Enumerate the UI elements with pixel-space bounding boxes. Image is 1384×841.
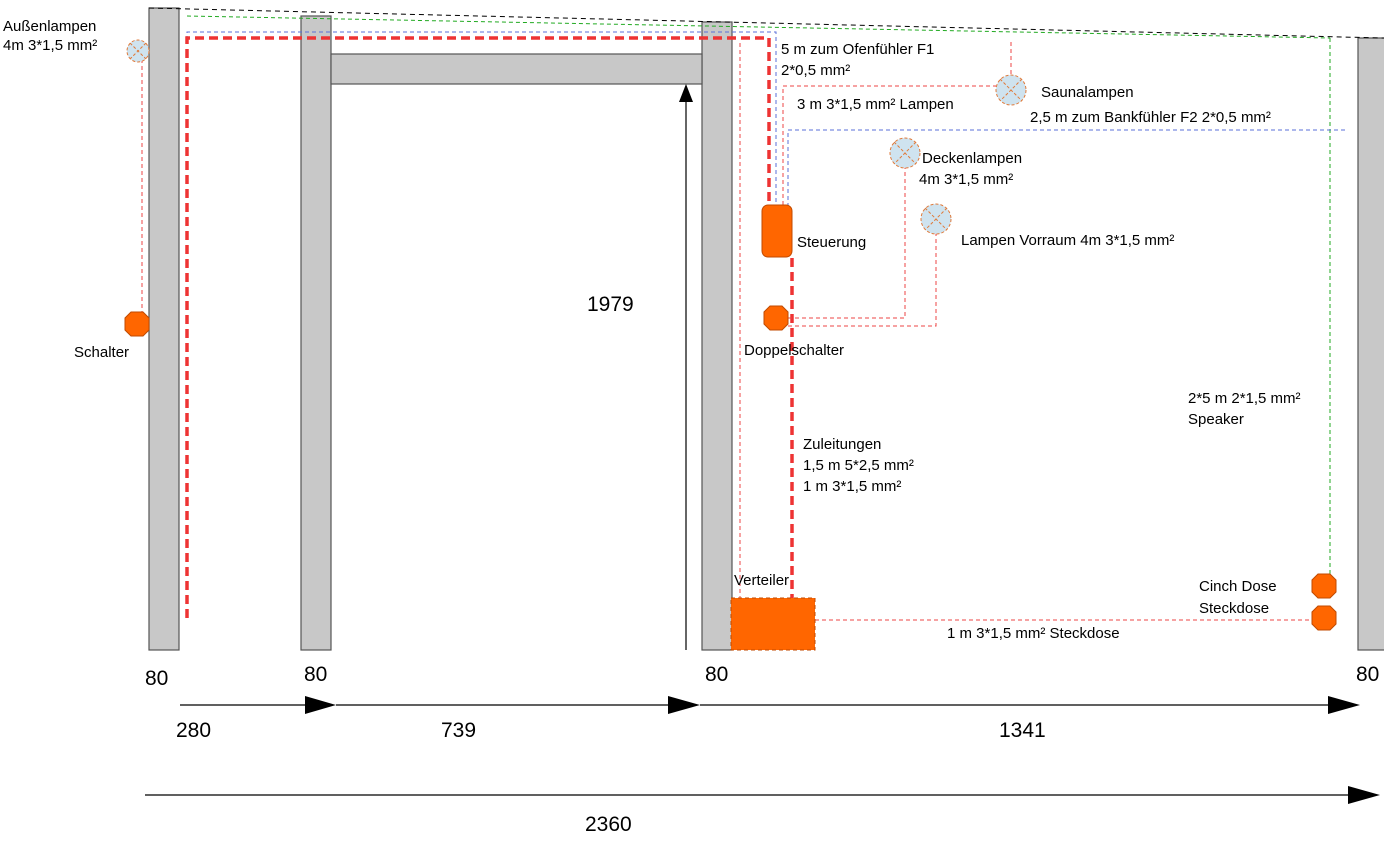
wall-3-dimension: 80 — [705, 663, 728, 686]
outdoor-lamp-icon — [126, 39, 150, 63]
control-unit — [761, 204, 793, 258]
outdoor-lamp-spec: 4m 3*1,5 mm² — [3, 37, 97, 54]
wall-1-dimension: 80 — [145, 667, 168, 690]
anteroom-lamp-label: Lampen Vorraum 4m 3*1,5 mm² — [961, 232, 1174, 249]
sensor-cable-f2 — [787, 129, 1345, 205]
wall-right — [1357, 37, 1384, 651]
double-switch-icon — [763, 305, 789, 331]
distributor-label: Verteiler — [734, 572, 789, 589]
sensor-cable-f1 — [186, 31, 777, 205]
total-dimension: 2360 — [585, 813, 632, 836]
sensor-f1-label: 5 m zum Ofenfühler F1 — [781, 41, 934, 58]
sauna-lamp-cable-label: 3 m 3*1,5 mm² Lampen — [797, 96, 954, 113]
cinch-socket-icon — [1311, 573, 1337, 599]
wall-2-dimension: 80 — [304, 663, 327, 686]
supply-label: Zuleitungen — [803, 436, 881, 453]
outdoor-lamp-cable — [141, 51, 149, 312]
span-2-dimension: 739 — [441, 719, 476, 742]
anteroom-lamp-cable — [788, 232, 937, 327]
wall-left — [148, 7, 180, 651]
door-lintel — [330, 53, 703, 85]
span-arrow-1-head — [305, 696, 336, 714]
power-socket-label: Steckdose — [1199, 600, 1269, 617]
power-socket-icon — [1311, 605, 1337, 631]
span-arrow-3-head — [1328, 696, 1360, 714]
wall-second — [300, 15, 332, 651]
ceiling-lamp-icon — [889, 137, 921, 169]
height-arrow-head — [679, 84, 693, 102]
height-dimension: 1979 — [587, 293, 634, 316]
socket-cable-label: 1 m 3*1,5 mm² Steckdose — [947, 625, 1120, 642]
ceiling-lamp-label: Deckenlampen — [922, 150, 1022, 167]
main-power-cable — [185, 36, 771, 618]
span-3-dimension: 1341 — [999, 719, 1046, 742]
outdoor-lamp-label: Außenlampen — [3, 18, 96, 35]
cinch-socket-label: Cinch Dose — [1199, 578, 1277, 595]
roof-line — [148, 7, 1384, 39]
control-unit-label: Steuerung — [797, 234, 866, 251]
switch-label: Schalter — [74, 344, 129, 361]
supply-spec-1: 1,5 m 5*2,5 mm² — [803, 457, 914, 474]
speaker-spec: 2*5 m 2*1,5 mm² — [1188, 390, 1301, 407]
speaker-label: Speaker — [1188, 411, 1244, 428]
span-arrow-2-head — [668, 696, 700, 714]
total-arrow-head — [1348, 786, 1380, 804]
switch-icon — [124, 311, 150, 337]
span-1-dimension: 280 — [176, 719, 211, 742]
sauna-lamp-icon — [995, 74, 1027, 106]
wall-third — [701, 21, 733, 651]
ceiling-lamp-cable — [788, 165, 906, 319]
speaker-cable-top — [186, 15, 1331, 39]
distributor-box — [730, 597, 816, 651]
sauna-lamp-cable — [782, 85, 996, 205]
sensor-f1-spec: 2*0,5 mm² — [781, 62, 850, 79]
double-switch-label: Doppelschalter — [744, 342, 844, 359]
sauna-lamp-label: Saunalampen — [1041, 84, 1134, 101]
wall-4-dimension: 80 — [1356, 663, 1379, 686]
supply-spec-2: 1 m 3*1,5 mm² — [803, 478, 901, 495]
anteroom-lamp-icon — [920, 203, 952, 235]
ceiling-lamp-spec: 4m 3*1,5 mm² — [919, 171, 1013, 188]
sensor-f2-label: 2,5 m zum Bankfühler F2 2*0,5 mm² — [1030, 109, 1271, 126]
